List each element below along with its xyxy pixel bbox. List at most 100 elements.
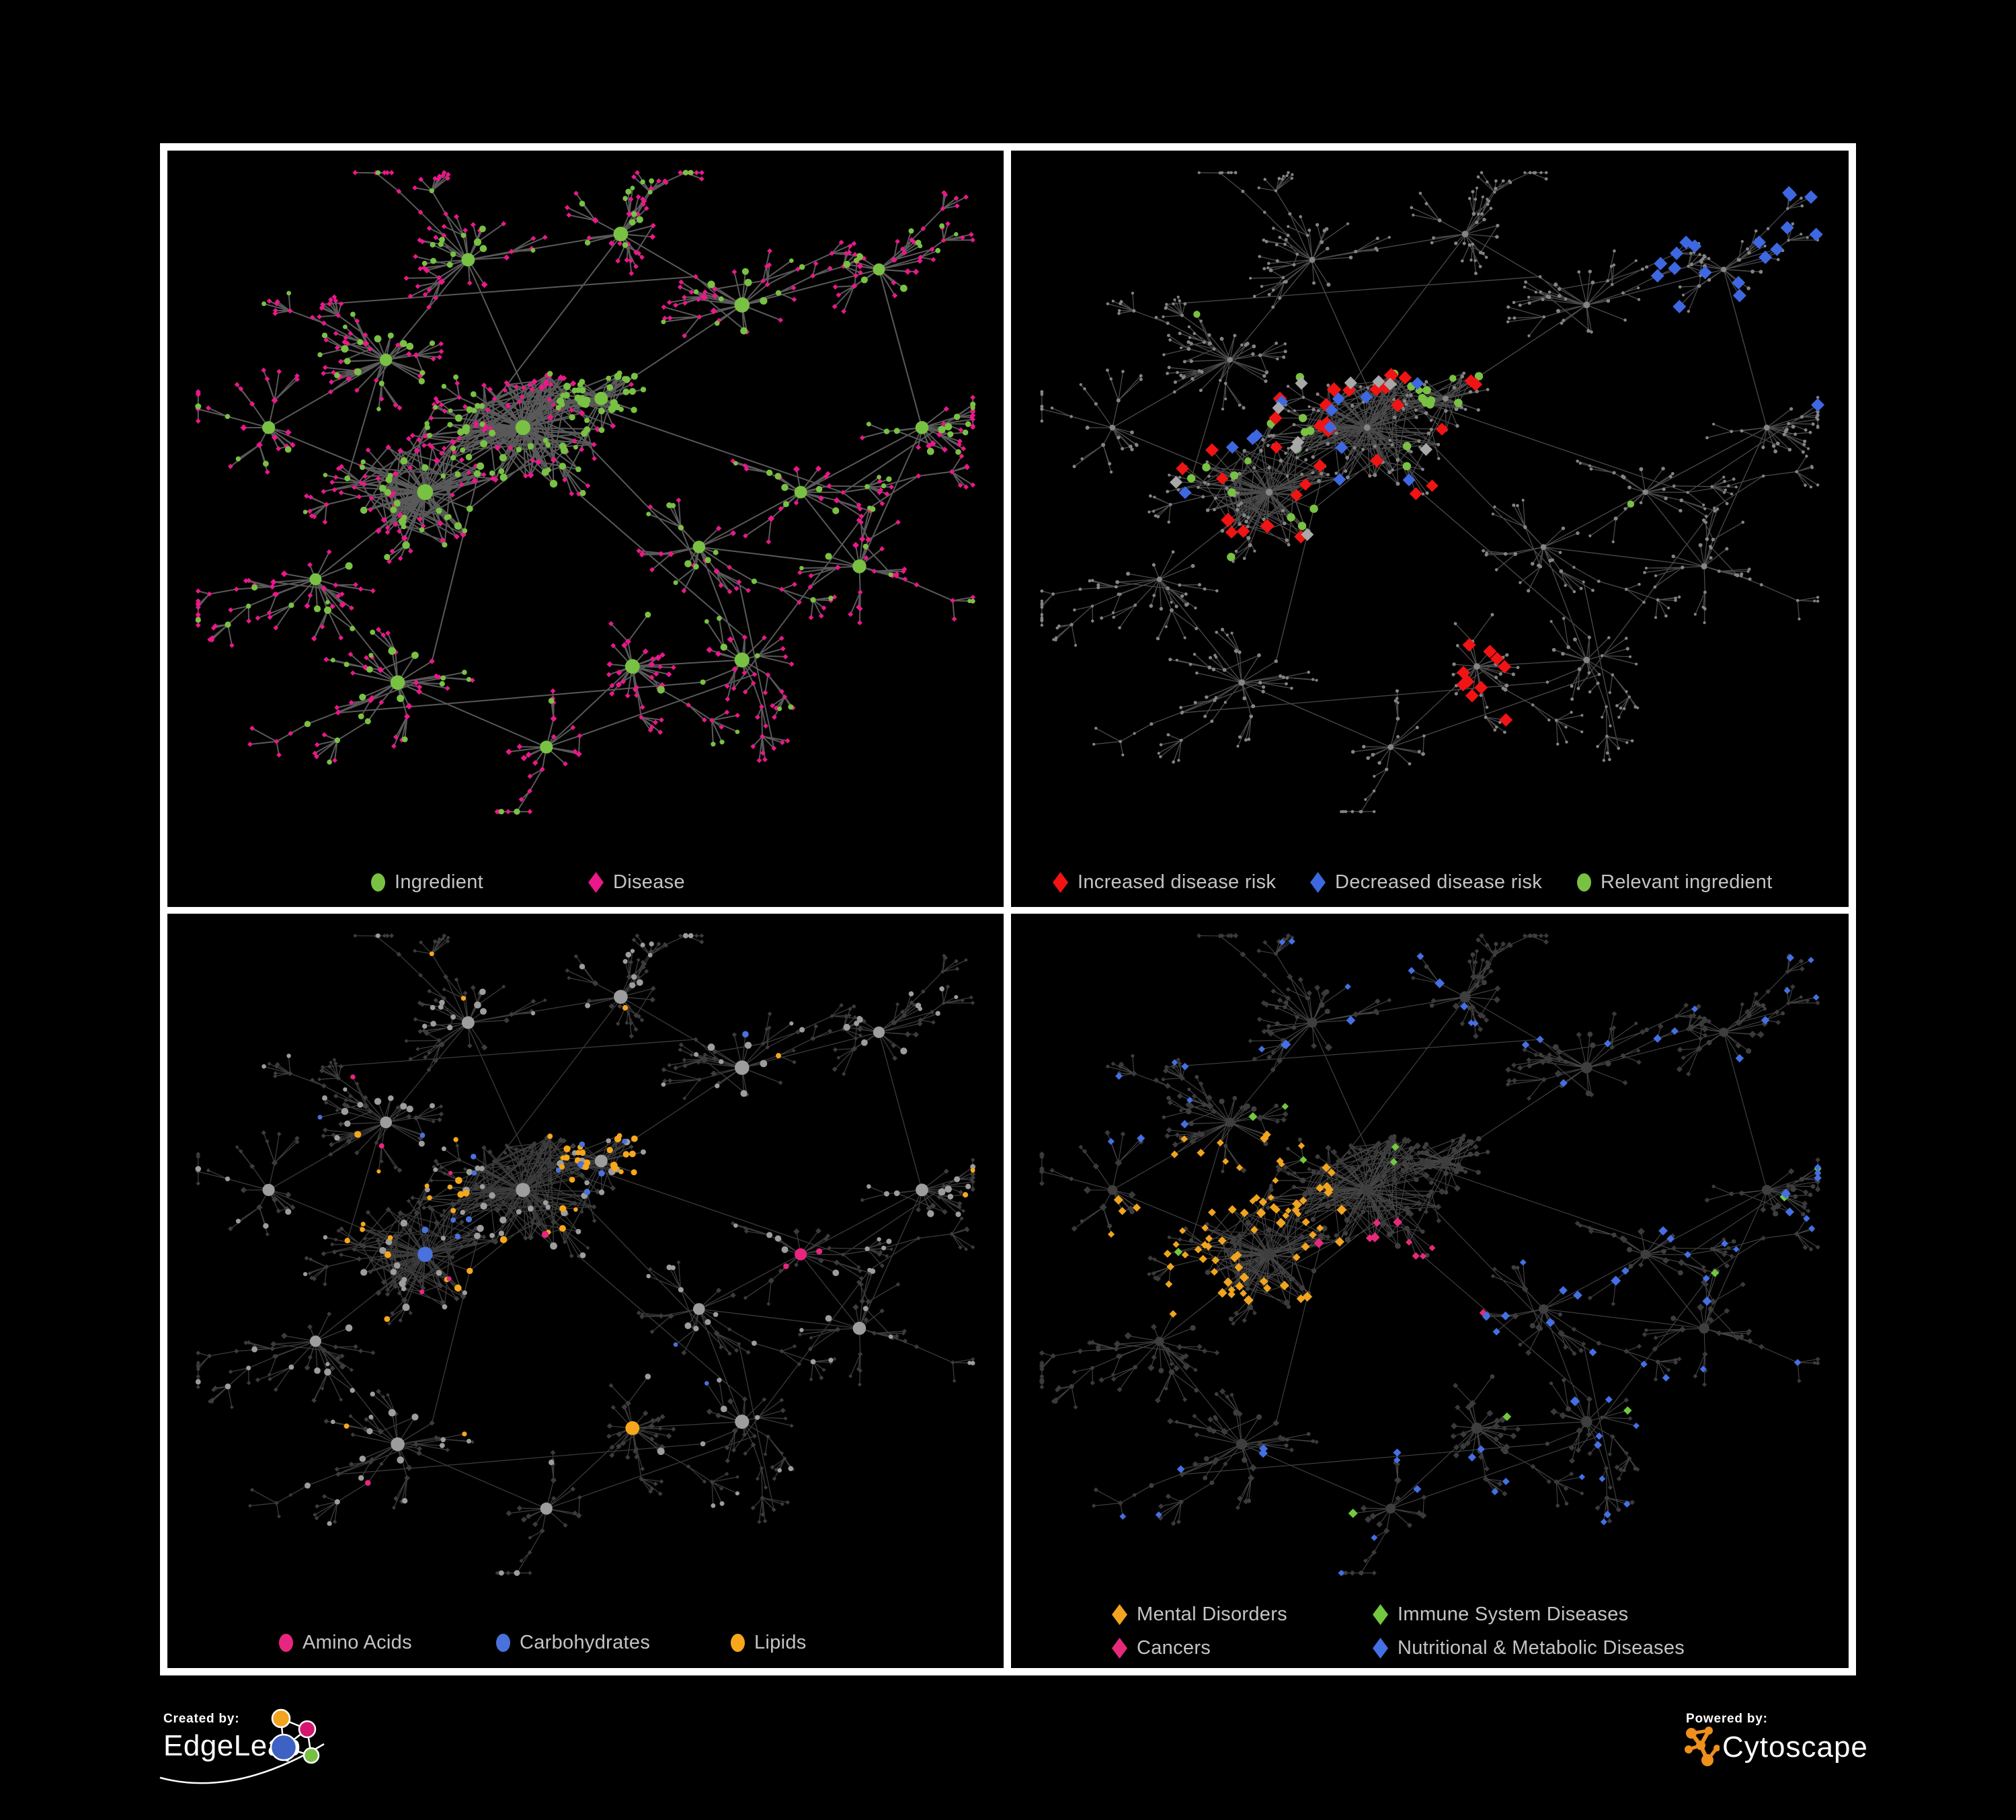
node-circle — [938, 426, 946, 434]
node-circle — [1408, 1146, 1414, 1152]
node-circle — [1040, 616, 1044, 620]
node-circle — [1239, 501, 1244, 506]
node-circle — [1310, 1216, 1316, 1222]
node-circle — [1773, 1211, 1779, 1217]
node-circle — [479, 225, 486, 233]
node-circle — [1396, 458, 1400, 462]
node-circle — [1152, 563, 1156, 567]
node-circle — [1220, 528, 1225, 533]
node-circle — [547, 370, 553, 377]
node-circle — [1079, 383, 1082, 387]
node-circle — [1703, 507, 1707, 511]
node-circle — [1224, 397, 1227, 401]
node-circle — [1809, 485, 1813, 489]
node-circle — [583, 1189, 590, 1195]
node-circle — [1591, 588, 1595, 592]
node-circle — [1246, 525, 1250, 528]
node-circle — [387, 473, 393, 479]
node-circle — [1166, 733, 1170, 737]
node-circle — [541, 1230, 549, 1238]
node-circle — [1469, 258, 1473, 262]
node-circle — [1540, 544, 1547, 550]
node-circle — [360, 459, 366, 465]
node-circle — [1713, 509, 1717, 513]
node-circle — [1315, 1154, 1320, 1159]
node-circle — [1420, 1150, 1425, 1155]
node-circle — [457, 1191, 465, 1198]
node-circle — [1754, 992, 1759, 996]
node-circle — [1628, 655, 1632, 658]
node-circle — [1258, 448, 1263, 453]
node-circle — [1167, 366, 1171, 370]
node-circle — [1759, 270, 1763, 274]
node-circle — [1271, 305, 1275, 309]
node-circle — [1202, 340, 1206, 344]
node-circle — [575, 1150, 581, 1156]
node-circle — [1405, 1156, 1410, 1160]
node-circle — [707, 1043, 715, 1051]
node-circle — [1511, 1265, 1517, 1270]
node-circle — [926, 448, 934, 455]
node-circle — [886, 476, 892, 482]
node-circle — [466, 406, 473, 413]
node-circle — [1287, 543, 1291, 547]
node-circle — [1109, 377, 1113, 381]
node-circle — [366, 1427, 373, 1435]
node-circle — [1437, 457, 1441, 461]
node-circle — [1619, 706, 1623, 710]
node-circle — [1242, 557, 1246, 560]
node-circle — [391, 1437, 405, 1452]
node-circle — [1312, 678, 1315, 681]
node-circle — [1284, 1443, 1289, 1448]
node-circle — [1588, 270, 1592, 274]
node-circle — [1371, 752, 1375, 757]
node-circle — [1180, 594, 1184, 598]
node-circle — [1656, 1359, 1660, 1364]
node-circle — [1722, 491, 1726, 494]
node-circle — [1182, 374, 1186, 379]
node-circle — [1454, 407, 1459, 411]
node-circle — [1670, 472, 1675, 475]
node-circle — [1518, 1343, 1523, 1347]
node-circle — [1201, 1102, 1207, 1107]
node-circle — [1168, 1369, 1175, 1375]
node-circle — [1304, 458, 1308, 462]
node-circle — [1678, 285, 1682, 289]
node-circle — [1171, 550, 1175, 554]
network-disease-classes — [1039, 933, 1822, 1577]
node-circle — [1295, 1218, 1299, 1222]
node-circle — [1610, 282, 1614, 286]
node-circle — [1494, 725, 1498, 729]
node-circle — [1713, 506, 1716, 510]
node-circle — [625, 1421, 640, 1435]
node-circle — [1558, 551, 1562, 554]
node-circle — [1476, 408, 1480, 412]
node-circle — [1223, 381, 1227, 385]
node-circle — [1230, 631, 1234, 635]
node-circle — [774, 1235, 782, 1242]
node-circle — [1040, 602, 1044, 605]
node-circle — [692, 541, 706, 553]
node-circle — [1256, 1414, 1262, 1420]
node-circle — [1080, 1219, 1084, 1224]
node-circle — [1486, 180, 1489, 184]
node-circle — [1766, 227, 1770, 231]
node-circle — [1225, 1117, 1235, 1127]
node-circle — [1247, 1304, 1253, 1310]
node-circle — [1353, 446, 1357, 450]
node-circle — [411, 651, 419, 659]
node-circle — [1634, 662, 1638, 666]
node-circle — [262, 1183, 275, 1196]
node-circle — [1451, 1138, 1455, 1143]
node-circle — [1343, 1231, 1348, 1236]
node-circle — [704, 1381, 709, 1386]
node-circle — [397, 695, 405, 703]
node-circle — [1131, 1054, 1135, 1058]
node-circle — [1608, 691, 1611, 695]
node-circle — [1481, 251, 1485, 255]
node-circle — [1372, 789, 1376, 793]
node-circle — [622, 388, 630, 395]
node-circle — [1578, 462, 1582, 465]
node-circle — [378, 381, 385, 387]
node-circle — [1164, 625, 1168, 629]
